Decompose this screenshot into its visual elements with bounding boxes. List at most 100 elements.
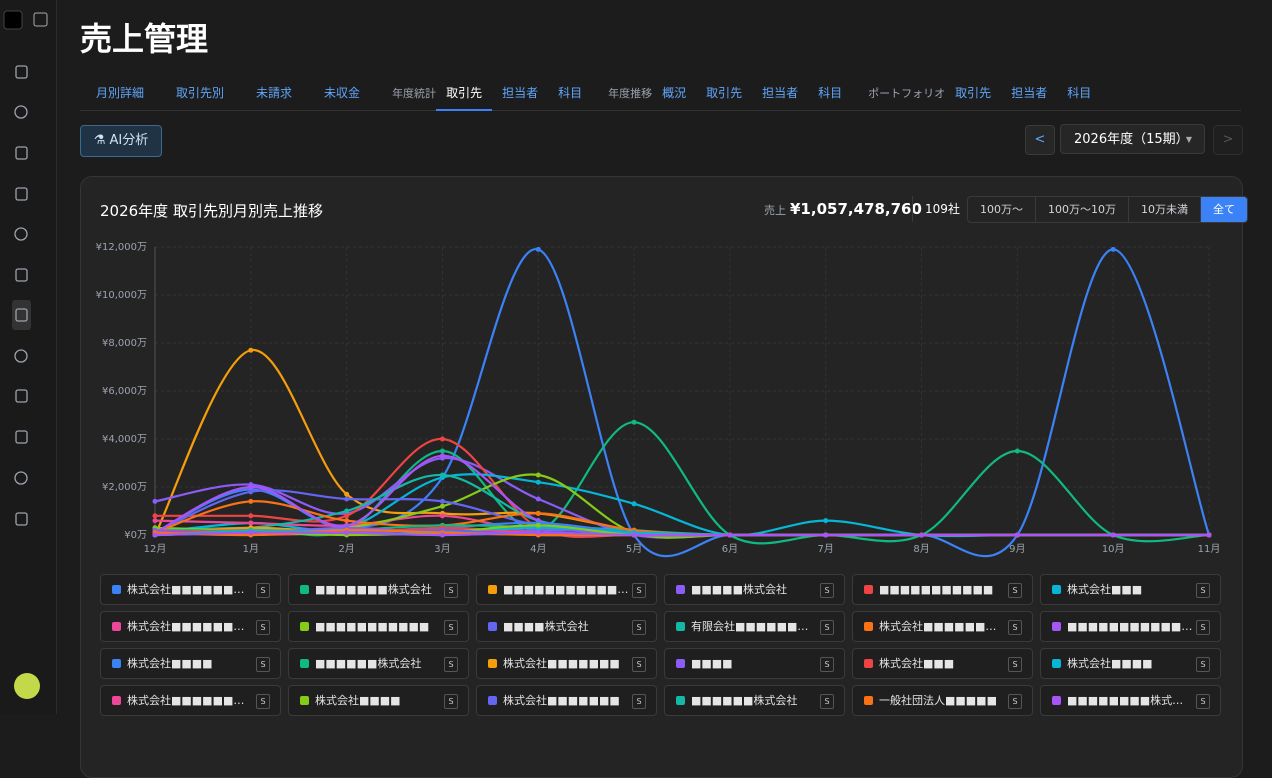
data-point <box>727 532 733 538</box>
x-tick-label: 11月 <box>1198 543 1221 555</box>
data-point <box>823 518 829 524</box>
y-tick-label: ¥8,000万 <box>102 338 147 349</box>
legend-label: 株式会社■■■■ <box>315 694 401 707</box>
nav-icon[interactable] <box>15 389 28 403</box>
tab[interactable]: 取引先 <box>955 86 992 100</box>
legend-item[interactable]: 株式会社■■■ S <box>852 648 1033 679</box>
legend-item[interactable]: ■■■■■■■■株式会社 S <box>1040 685 1221 716</box>
legend-swatch <box>488 696 497 705</box>
tab-group-label: 年度統計 <box>392 87 437 100</box>
tab[interactable]: 月別詳細 <box>96 86 145 100</box>
tab[interactable]: 担当者 <box>1011 86 1048 100</box>
avatar[interactable] <box>14 673 40 699</box>
legend-item[interactable]: 株式会社■■■■ S <box>100 648 281 679</box>
legend-badge: S <box>632 583 646 598</box>
nav-icon[interactable] <box>15 65 28 79</box>
legend-item[interactable]: ■■■■ S <box>664 648 845 679</box>
legend-item[interactable]: 株式会社■■■ S <box>1040 574 1221 605</box>
legend-badge: S <box>1196 620 1210 635</box>
nav-icon[interactable] <box>14 349 28 363</box>
data-point <box>344 518 350 524</box>
legend-label: 株式会社■■■ <box>879 657 955 670</box>
data-point <box>1110 246 1116 252</box>
legend-swatch <box>864 659 873 668</box>
filter-button[interactable]: 100万〜10万 <box>1036 197 1129 222</box>
legend-label: 株式会社■■■■■■■■■■ <box>127 583 253 596</box>
nav-icon[interactable] <box>14 105 28 119</box>
legend-item[interactable]: 株式会社■■■■■■■■■ S <box>100 611 281 642</box>
nav-icon[interactable] <box>15 146 28 160</box>
legend-swatch <box>864 696 873 705</box>
legend-label: ■■■■株式会社 <box>503 620 589 633</box>
legend-item[interactable]: 一般社団法人■■■■■ S <box>852 685 1033 716</box>
data-point <box>439 498 445 504</box>
legend-item[interactable]: 株式会社■■■■ S <box>288 685 469 716</box>
legend-badge: S <box>1008 620 1022 635</box>
tab[interactable]: 担当者 <box>502 86 539 100</box>
nav-icon[interactable] <box>14 227 28 241</box>
tab[interactable]: 取引先別 <box>176 86 225 100</box>
data-point <box>248 347 254 353</box>
x-tick-label: 10月 <box>1102 543 1125 555</box>
legend-swatch <box>1052 622 1061 631</box>
tab[interactable]: 未収金 <box>324 86 361 100</box>
tab[interactable]: 概況 <box>662 86 687 100</box>
y-tick-label: ¥2,000万 <box>102 482 147 493</box>
legend-label: 株式会社■■■ <box>1067 583 1143 596</box>
legend-swatch <box>112 696 121 705</box>
data-point <box>344 491 350 497</box>
legend-item[interactable]: 株式会社■■■■ S <box>1040 648 1221 679</box>
ai-button[interactable]: ⚗ AI分析 <box>80 125 162 157</box>
legend-item[interactable]: ■■■■■■株式会社 S <box>664 685 845 716</box>
year-select[interactable]: 2026年度（15期） ▼ <box>1060 124 1205 154</box>
data-point <box>439 532 445 538</box>
legend-label: ■■■■■■■■■■■ <box>315 620 430 633</box>
legend-item[interactable]: ■■■■■■■株式会社 S <box>288 574 469 605</box>
legend-badge: S <box>632 657 646 672</box>
sidebar-icons <box>3 10 48 699</box>
filter-button[interactable]: 100万〜 <box>968 197 1036 222</box>
nav-icon[interactable] <box>14 471 28 485</box>
data-point <box>439 472 445 478</box>
nav-icon[interactable] <box>15 268 28 282</box>
y-tick-label: ¥0万 <box>124 530 147 541</box>
tab[interactable]: 科目 <box>818 86 843 100</box>
data-point <box>439 453 445 459</box>
legend-badge: S <box>1008 583 1022 598</box>
legend-item[interactable]: 株式会社■■■■■■■ S <box>476 648 657 679</box>
legend-item[interactable]: ■■■■■■株式会社 S <box>288 648 469 679</box>
legend-item[interactable]: 株式会社■■■■■■■■■■S <box>100 574 281 605</box>
tab[interactable]: 科目 <box>558 86 583 100</box>
tab[interactable]: 取引先 <box>706 86 743 100</box>
year-label: 2026年度（15期） <box>1074 132 1189 147</box>
legend-item[interactable]: ■■■■株式会社 S <box>476 611 657 642</box>
legend-swatch <box>300 659 309 668</box>
filter-button[interactable]: 10万未満 <box>1129 197 1201 222</box>
nav-icon[interactable] <box>15 187 28 201</box>
legend-item[interactable]: 株式会社■■■■■■■ S <box>476 685 657 716</box>
tab[interactable]: 科目 <box>1067 86 1092 100</box>
legend-item[interactable]: 株式会社■■■■■■■■■■S <box>852 611 1033 642</box>
data-point <box>535 510 541 516</box>
nav-icon[interactable] <box>15 308 28 322</box>
legend-item[interactable]: ■■■■■株式会社 S <box>664 574 845 605</box>
legend-item[interactable]: ■■■■■■■■■■■■■■S <box>1040 611 1221 642</box>
legend-swatch <box>1052 585 1061 594</box>
nav-icon[interactable] <box>15 430 28 444</box>
filter-button[interactable]: 全て <box>1201 197 1247 222</box>
legend-item[interactable]: ■■■■■■■■■■■ S <box>288 611 469 642</box>
total-label: 売上 <box>764 204 786 217</box>
caret: ▼ <box>1185 135 1192 144</box>
legend-item[interactable]: 有限会社■■■■■■■■■■S <box>664 611 845 642</box>
legend-item[interactable]: 株式会社■■■■■■■■■■■S <box>100 685 281 716</box>
tab[interactable]: 未請求 <box>256 86 293 100</box>
data-point <box>152 532 158 538</box>
legend-swatch <box>864 585 873 594</box>
tab[interactable]: 取引先 <box>436 76 493 111</box>
prev-button[interactable]: < <box>1025 125 1055 155</box>
tab[interactable]: 担当者 <box>762 86 799 100</box>
nav-icon[interactable] <box>15 512 28 526</box>
legend-badge: S <box>444 694 458 709</box>
legend-item[interactable]: ■■■■■■■■■■■ S <box>852 574 1033 605</box>
